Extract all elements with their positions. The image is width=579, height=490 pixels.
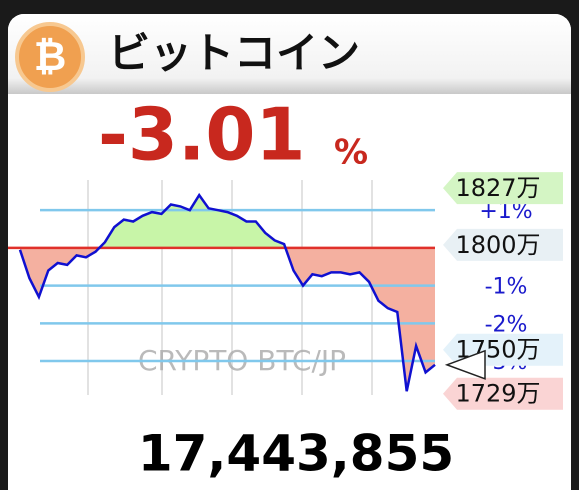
change-value: -3.01 — [98, 93, 306, 177]
price-tag — [443, 228, 563, 261]
widget-card: ₿ ビットコイン -3.01 % CRYPTO BTC/JP+1%-1%-2%-… — [8, 14, 571, 490]
header-bar — [8, 14, 571, 94]
area-below — [20, 247, 435, 392]
current-marker — [444, 349, 486, 380]
price: 17,443,855 — [138, 425, 454, 483]
area-above — [99, 195, 286, 248]
y-tick-label: -2% — [485, 312, 528, 337]
price-tag — [443, 377, 563, 410]
y2-tick-label: 1800万 — [455, 231, 540, 259]
price-tag — [443, 172, 563, 205]
price-line — [18, 192, 436, 392]
y-tick-label: -1% — [485, 275, 528, 300]
y2-tick-label: 1827万 — [455, 174, 540, 202]
widget: ₿ ビットコイン -3.01 % CRYPTO BTC/JP+1%-1%-2%-… — [8, 14, 571, 483]
title: ビットコイン — [108, 29, 360, 78]
change-unit: % — [334, 133, 368, 173]
vertical-grid — [87, 180, 373, 395]
bitcoin-icon — [15, 22, 85, 92]
bitcoin-symbol: ₿ — [34, 34, 67, 80]
y2-tick-label: 1729万 — [455, 380, 540, 408]
